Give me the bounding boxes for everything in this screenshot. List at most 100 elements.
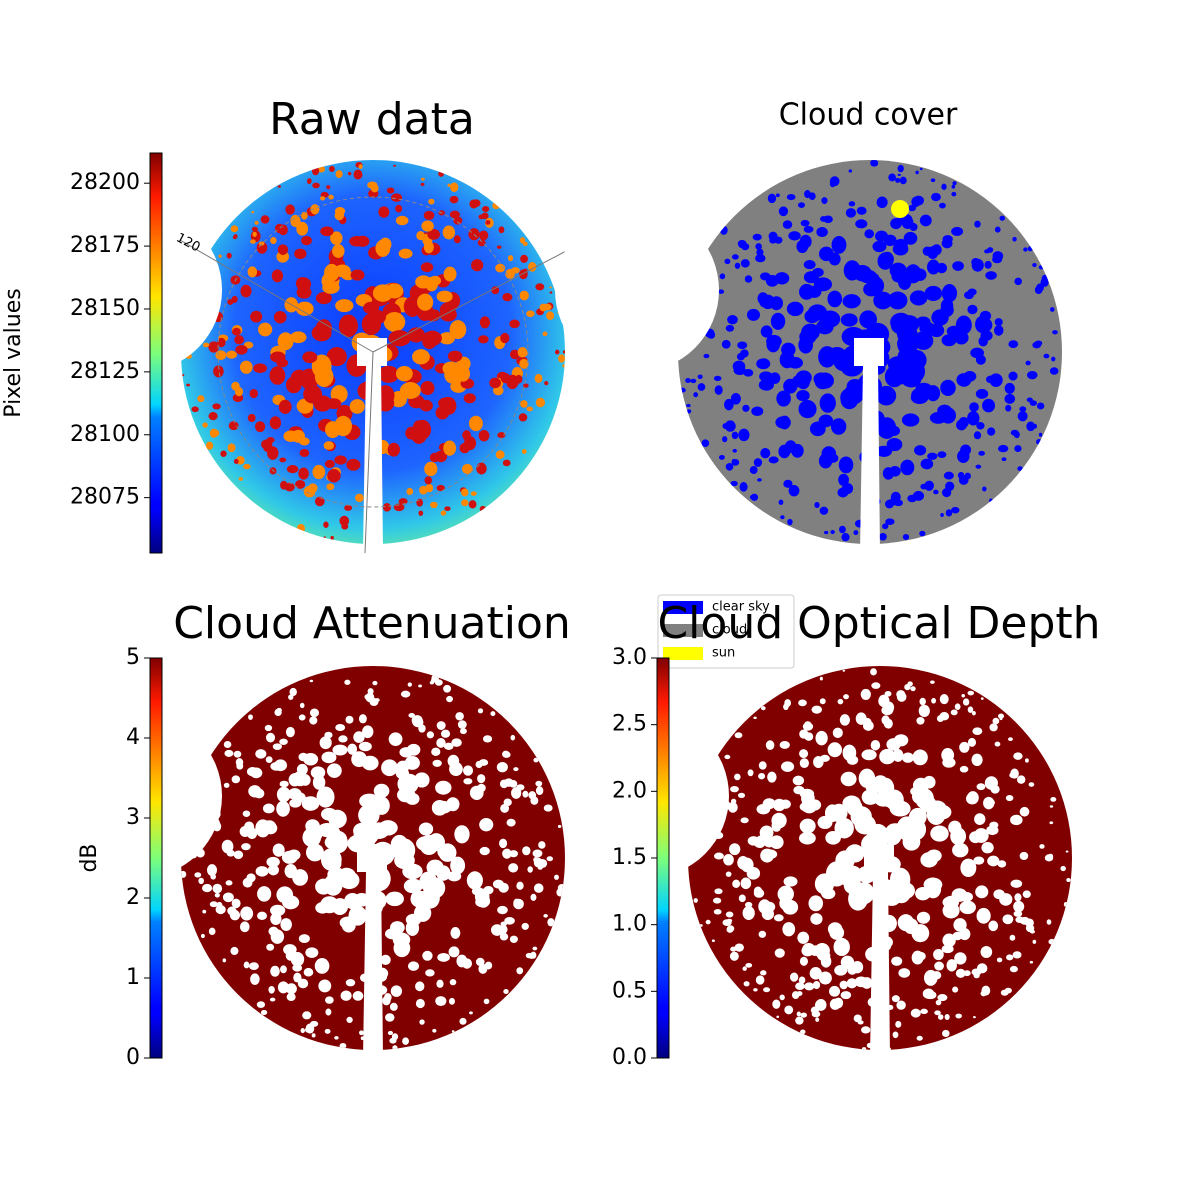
- spot: [808, 895, 824, 912]
- spot: [1032, 939, 1037, 944]
- spot: [905, 264, 922, 284]
- spot: [1004, 382, 1015, 394]
- spot: [274, 223, 285, 234]
- spot: [448, 946, 460, 958]
- spot: [436, 979, 444, 988]
- spot: [453, 216, 463, 225]
- spot: [730, 392, 741, 405]
- spot: [726, 918, 733, 923]
- spot: [434, 450, 448, 463]
- spot: [483, 998, 490, 1005]
- spot: [538, 841, 546, 849]
- spot: [323, 536, 326, 539]
- spot: [758, 899, 771, 914]
- texture: [181, 161, 565, 544]
- spot: [502, 750, 510, 758]
- spot: [478, 230, 489, 241]
- spot: [848, 169, 853, 173]
- spot: [302, 351, 318, 364]
- spot: [335, 170, 343, 179]
- spot: [891, 956, 903, 966]
- spot: [528, 262, 537, 272]
- spot: [1032, 341, 1042, 349]
- spot: [1025, 758, 1029, 763]
- spot: [301, 211, 308, 220]
- spot: [432, 1028, 437, 1033]
- spot: [309, 679, 314, 683]
- spot: [854, 976, 868, 988]
- spot: [328, 809, 347, 829]
- spot: [255, 866, 269, 877]
- colorbar: [149, 152, 163, 554]
- spot: [358, 1030, 364, 1036]
- spot: [395, 366, 413, 382]
- spot: [497, 432, 506, 439]
- spot: [286, 465, 299, 474]
- spot: [992, 717, 1000, 725]
- spot: [282, 895, 300, 910]
- spot: [329, 165, 335, 173]
- spot: [805, 732, 813, 740]
- spot: [951, 191, 957, 197]
- spot: [818, 246, 834, 262]
- spot: [390, 985, 403, 997]
- spot: [809, 967, 822, 980]
- spot: [768, 456, 779, 464]
- spot: [924, 990, 937, 1000]
- spot: [975, 885, 989, 899]
- spot: [558, 354, 565, 363]
- spot: [719, 273, 726, 280]
- spot: [913, 195, 924, 206]
- spot: [879, 533, 887, 541]
- spot: [463, 436, 477, 451]
- spot: [440, 729, 451, 738]
- spot: [703, 353, 710, 359]
- spot: [901, 752, 914, 763]
- spot: [1060, 865, 1066, 872]
- spot: [514, 374, 523, 384]
- spot: [808, 192, 816, 200]
- spot: [431, 674, 439, 683]
- spot: [328, 194, 334, 200]
- spot: [385, 1013, 395, 1022]
- spot: [436, 738, 446, 748]
- spot: [984, 249, 990, 254]
- spot: [797, 931, 810, 944]
- spot: [223, 782, 230, 788]
- sky-image: [58, 666, 565, 1058]
- spot: [833, 351, 853, 372]
- spot: [738, 239, 745, 249]
- spot: [997, 444, 1009, 453]
- spot: [416, 230, 425, 241]
- spot: [461, 488, 469, 497]
- spot: [186, 383, 191, 387]
- spot: [300, 368, 319, 390]
- spot: [444, 366, 460, 384]
- spot: [415, 275, 432, 289]
- spot: [396, 760, 410, 772]
- colorbar-tick-label: 28100: [70, 422, 140, 447]
- spot: [773, 798, 786, 812]
- spot: [520, 254, 528, 263]
- spot: [888, 173, 896, 182]
- spot: [792, 775, 805, 786]
- spot: [860, 688, 871, 701]
- spot: [737, 792, 746, 799]
- spot: [231, 775, 241, 784]
- spot: [730, 480, 738, 487]
- spot: [302, 1011, 312, 1020]
- spot: [729, 951, 739, 961]
- spot: [314, 365, 334, 388]
- spot: [533, 883, 544, 893]
- spot: [833, 997, 844, 1009]
- spot: [1041, 274, 1049, 282]
- spot: [391, 1033, 399, 1041]
- spot: [294, 479, 306, 489]
- spot: [783, 876, 798, 887]
- spot: [892, 1031, 899, 1039]
- spot: [780, 761, 795, 772]
- spot: [919, 530, 926, 537]
- spot: [276, 786, 291, 803]
- spot: [973, 856, 985, 865]
- spot: [725, 871, 732, 877]
